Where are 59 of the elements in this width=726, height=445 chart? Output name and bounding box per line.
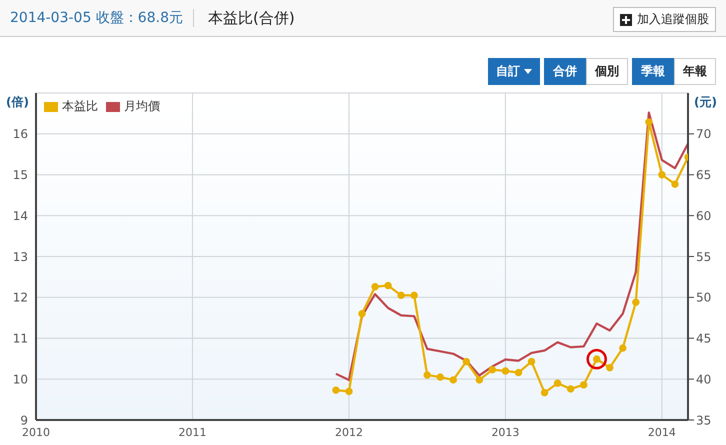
y2-tick-label: 55	[696, 250, 712, 264]
point	[332, 386, 340, 394]
point	[462, 358, 470, 366]
point	[645, 118, 653, 126]
chart-subtitle: 2014-03-05 收盤：68.8元	[10, 9, 194, 27]
x-tick-label: 2010	[22, 426, 50, 439]
point	[658, 171, 666, 178]
y-tick-label: 12	[12, 290, 28, 305]
point	[514, 368, 522, 376]
y-tick-label: 11	[12, 332, 28, 346]
point	[410, 292, 418, 300]
y-tick-label: 13	[12, 250, 28, 264]
point	[528, 358, 536, 366]
y-tick-label: 9	[20, 413, 28, 428]
y-tick-label: 10	[12, 372, 28, 386]
x-tick-label: 2012	[334, 426, 363, 439]
point	[554, 380, 562, 387]
point	[358, 310, 366, 318]
y2-tick-label: 65	[696, 168, 712, 182]
text: 年報	[674, 58, 716, 85]
point	[424, 371, 431, 379]
chart-title: 本益比(合併)	[208, 8, 295, 28]
point	[540, 388, 548, 396]
point	[450, 376, 457, 384]
point	[371, 283, 379, 290]
point	[345, 388, 353, 396]
x-tick-label: 2011	[178, 426, 206, 439]
point	[619, 344, 626, 352]
text: 季報	[632, 58, 674, 85]
y2-tick-label: 40	[696, 372, 712, 386]
point	[397, 292, 405, 300]
y-axis-title: (倍)	[6, 94, 29, 111]
point	[632, 298, 640, 306]
y2-tick-label: 60	[696, 208, 712, 223]
legend-label: 本益比	[62, 98, 98, 115]
legend-label: 月均價	[124, 98, 160, 115]
text: 自訂	[488, 58, 540, 85]
y-tick-label: 15	[12, 168, 28, 182]
y2-tick-label: 45	[696, 332, 712, 346]
x-tick-label: 2013	[491, 426, 520, 439]
y2-tick-label: 50	[696, 290, 712, 305]
y2-tick-label: 70	[696, 127, 712, 142]
y2-axis-title: (元)	[694, 94, 717, 111]
text: 合併	[544, 58, 586, 85]
point	[671, 180, 679, 188]
y-tick-label: 16	[12, 127, 28, 142]
x-tick-label: 2014	[648, 426, 676, 439]
point	[476, 376, 484, 384]
point	[606, 364, 614, 372]
point	[580, 381, 588, 389]
point	[384, 282, 392, 290]
point	[436, 373, 444, 381]
y2-tick-label: 35	[696, 413, 712, 428]
y-tick-label: 14	[12, 208, 28, 223]
text: 個別	[586, 58, 628, 85]
point	[566, 385, 574, 393]
point	[488, 366, 496, 374]
text: 加入追蹤個股	[613, 7, 716, 32]
point	[502, 367, 510, 375]
